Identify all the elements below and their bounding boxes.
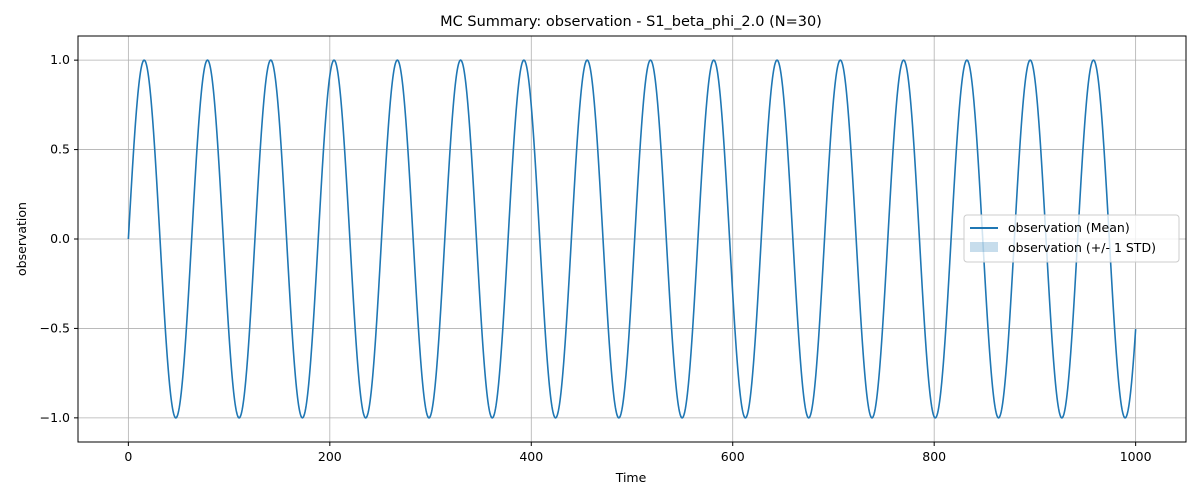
x-tick-label: 200 xyxy=(318,449,342,464)
legend-std-swatch xyxy=(970,242,998,252)
y-tick-label: 0.5 xyxy=(50,142,70,157)
y-tick-label: 0.0 xyxy=(50,231,70,246)
x-tick-label: 800 xyxy=(922,449,946,464)
legend-std-label: observation (+/- 1 STD) xyxy=(1008,240,1156,255)
legend-mean-label: observation (Mean) xyxy=(1008,220,1130,235)
mean-line-observation xyxy=(127,59,1137,419)
x-axis-ticks: 0 200 400 600 800 1000 xyxy=(124,442,1152,464)
x-tick-label: 600 xyxy=(721,449,745,464)
x-tick-label: 1000 xyxy=(1120,449,1152,464)
x-tick-label: 400 xyxy=(519,449,543,464)
y-tick-label: −1.0 xyxy=(40,410,70,425)
chart-title: MC Summary: observation - S1_beta_phi_2.… xyxy=(440,14,822,30)
legend-box xyxy=(963,214,1180,263)
x-axis-label: Time xyxy=(615,470,647,485)
y-axis-label: observation xyxy=(14,202,29,276)
y-axis-ticks: −1.0 −0.5 0.0 0.5 1.0 xyxy=(40,52,78,425)
y-tick-label: −0.5 xyxy=(40,320,70,335)
y-tick-label: 1.0 xyxy=(50,52,70,67)
legend: observation (Mean) observation (+/- 1 ST… xyxy=(963,214,1180,263)
x-tick-label: 0 xyxy=(124,449,132,464)
